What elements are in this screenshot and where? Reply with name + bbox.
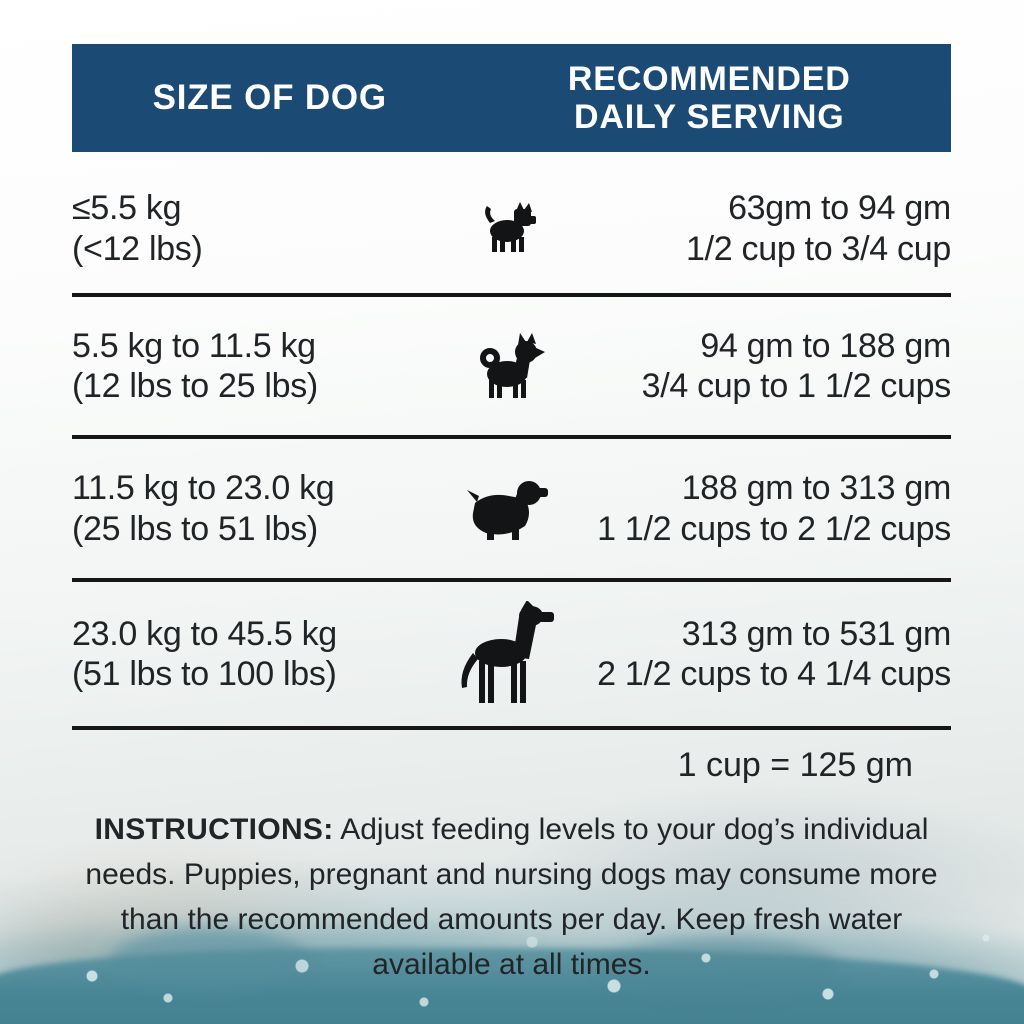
spitz-silhouette (480, 333, 546, 398)
size-cell: 11.5 kg to 23.0 kg (25 lbs to 51 lbs) (72, 468, 432, 548)
daily-serving-label: DAILY SERVING (574, 98, 845, 136)
size-lbs: (<12 lbs) (72, 229, 203, 268)
terrier-silhouette (485, 201, 537, 252)
size-lbs: (25 lbs to 51 lbs) (72, 509, 318, 548)
column-header-size-of-dog: SIZE OF DOG (72, 78, 468, 117)
size-kg: 5.5 kg to 11.5 kg (72, 326, 316, 365)
serving-cell: 94 gm to 188 gm 3/4 cup to 1 1/2 cups (582, 326, 952, 406)
column-header-recommended-daily-serving: RECOMMENDED DAILY SERVING (468, 60, 951, 136)
great-dane-silhouette (461, 601, 555, 703)
small-dog-icon (432, 201, 581, 257)
instructions-text: Adjust feeding levels to your dog’s indi… (85, 813, 938, 981)
spaniel-silhouette (467, 480, 549, 540)
recommended-label: RECOMMENDED (567, 59, 851, 98)
serving-cups: 3/4 cup to 1 1/2 cups (641, 367, 952, 405)
serving-cell: 63gm to 94 gm 1/2 cup to 3/4 cup (582, 188, 951, 268)
size-kg: 11.5 kg to 23.0 kg (72, 469, 335, 508)
size-lbs: (51 lbs to 100 lbs) (72, 655, 337, 693)
size-cell: 5.5 kg to 11.5 kg (12 lbs to 25 lbs) (72, 326, 432, 406)
table-header-bar: SIZE OF DOG RECOMMENDED DAILY SERVING (72, 44, 951, 152)
serving-cell: 313 gm to 531 gm 2 1/2 cups to 4 1/4 cup… (582, 614, 951, 694)
size-lbs: (12 lbs to 25 lbs) (72, 367, 318, 405)
serving-grams: 313 gm to 531 gm (681, 614, 952, 653)
serving-grams: 94 gm to 188 gm (700, 326, 951, 365)
medium-dog-icon (432, 330, 581, 402)
size-kg: 23.0 kg to 45.5 kg (72, 614, 337, 653)
serving-cups: 2 1/2 cups to 4 1/4 cups (597, 655, 951, 693)
serving-grams: 188 gm to 313 gm (681, 469, 952, 508)
table-row-large-dog: 11.5 kg to 23.0 kg (25 lbs to 51 lbs) (72, 439, 951, 582)
instructions-paragraph: INSTRUCTIONS: Adjust feeding levels to y… (72, 807, 951, 987)
size-cell: ≤5.5 kg (<12 lbs) (72, 188, 432, 268)
instructions-label: INSTRUCTIONS: (94, 813, 334, 846)
table-body: ≤5.5 kg (<12 lbs) (72, 164, 951, 730)
table-row-medium-dog: 5.5 kg to 11.5 kg (12 lbs to 25 lbs) (72, 297, 951, 439)
cup-conversion-note: 1 cup = 125 gm (677, 746, 913, 784)
size-cell: 23.0 kg to 45.5 kg (51 lbs to 100 lbs) (72, 614, 432, 694)
serving-cups: 1 1/2 cups to 2 1/2 cups (597, 509, 951, 548)
serving-cups: 1/2 cup to 3/4 cup (686, 229, 951, 268)
xlarge-dog-icon (432, 601, 581, 707)
table-row-small-dog: ≤5.5 kg (<12 lbs) (72, 164, 951, 297)
serving-cell: 188 gm to 313 gm 1 1/2 cups to 2 1/2 cup… (582, 468, 951, 548)
table-row-xlarge-dog: 23.0 kg to 45.5 kg (51 lbs to 100 lbs) (72, 582, 951, 730)
size-of-dog-label: SIZE OF DOG (152, 78, 387, 118)
serving-grams: 63gm to 94 gm (728, 189, 951, 228)
large-dog-icon (432, 475, 581, 543)
size-kg: ≤5.5 kg (72, 189, 182, 228)
